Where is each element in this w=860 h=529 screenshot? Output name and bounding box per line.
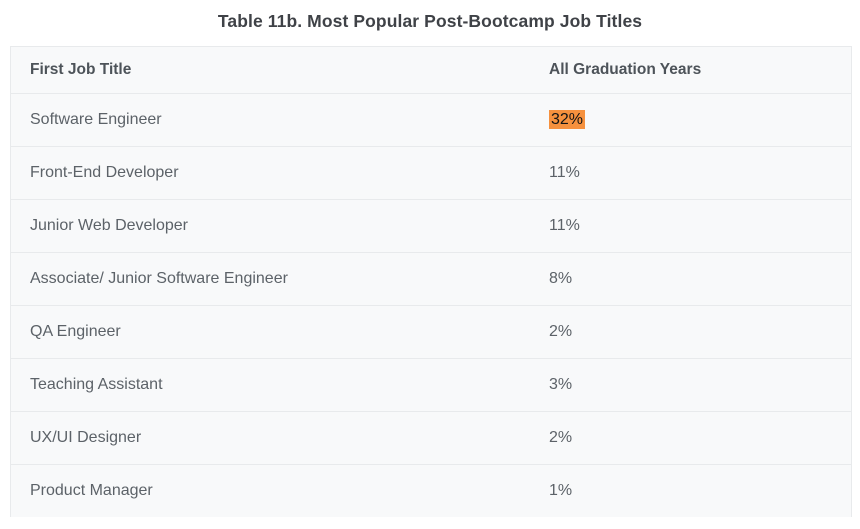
table-row: Associate/ Junior Software Engineer 8% [11, 252, 851, 305]
value-text: 11% [549, 164, 580, 181]
value-cell: 2% [549, 429, 851, 447]
table-row: UX/UI Designer 2% [11, 411, 851, 464]
highlighted-value: 32% [549, 110, 586, 129]
table-title: Table 11b. Most Popular Post-Bootcamp Jo… [217, 11, 643, 31]
value-text: 2% [549, 429, 573, 446]
job-title-cell: UX/UI Designer [30, 429, 142, 446]
value-cell: 2% [549, 323, 851, 341]
value-text: 11% [549, 217, 580, 234]
job-title-cell: QA Engineer [30, 323, 121, 340]
job-title-cell: Junior Web Developer [30, 217, 189, 234]
value-text: 2% [549, 323, 573, 340]
value-text: 1% [549, 482, 573, 499]
value-cell: 32% [549, 110, 851, 129]
job-title-cell: Teaching Assistant [30, 376, 163, 393]
table-row: Software Engineer 32% [11, 93, 851, 146]
job-title-cell: Front-End Developer [30, 164, 179, 181]
value-text: 3% [549, 376, 573, 393]
table-row: QA Engineer 2% [11, 305, 851, 358]
table-row: Front-End Developer 11% [11, 146, 851, 199]
job-title-cell: Software Engineer [30, 111, 162, 128]
value-text: 8% [549, 270, 573, 287]
job-title-cell: Associate/ Junior Software Engineer [30, 270, 288, 287]
value-cell: 3% [549, 376, 851, 394]
table-header-row: First Job Title All Graduation Years [11, 47, 851, 93]
value-cell: 11% [549, 217, 851, 235]
job-title-cell: Product Manager [30, 482, 153, 499]
column-header-all-graduation-years: All Graduation Years [549, 61, 702, 78]
table-body: Software Engineer 32% Front-End Developer 1… [11, 93, 851, 517]
table-row: Product Manager 1% [11, 464, 851, 517]
job-titles-table: First Job Title All Graduation Years Sof… [10, 46, 852, 517]
value-cell: 1% [549, 482, 851, 500]
value-cell: 11% [549, 164, 851, 182]
column-header-first-job-title: First Job Title [30, 61, 132, 78]
table-row: Junior Web Developer 11% [11, 199, 851, 252]
value-cell: 8% [549, 270, 851, 288]
table-row: Teaching Assistant 3% [11, 358, 851, 411]
